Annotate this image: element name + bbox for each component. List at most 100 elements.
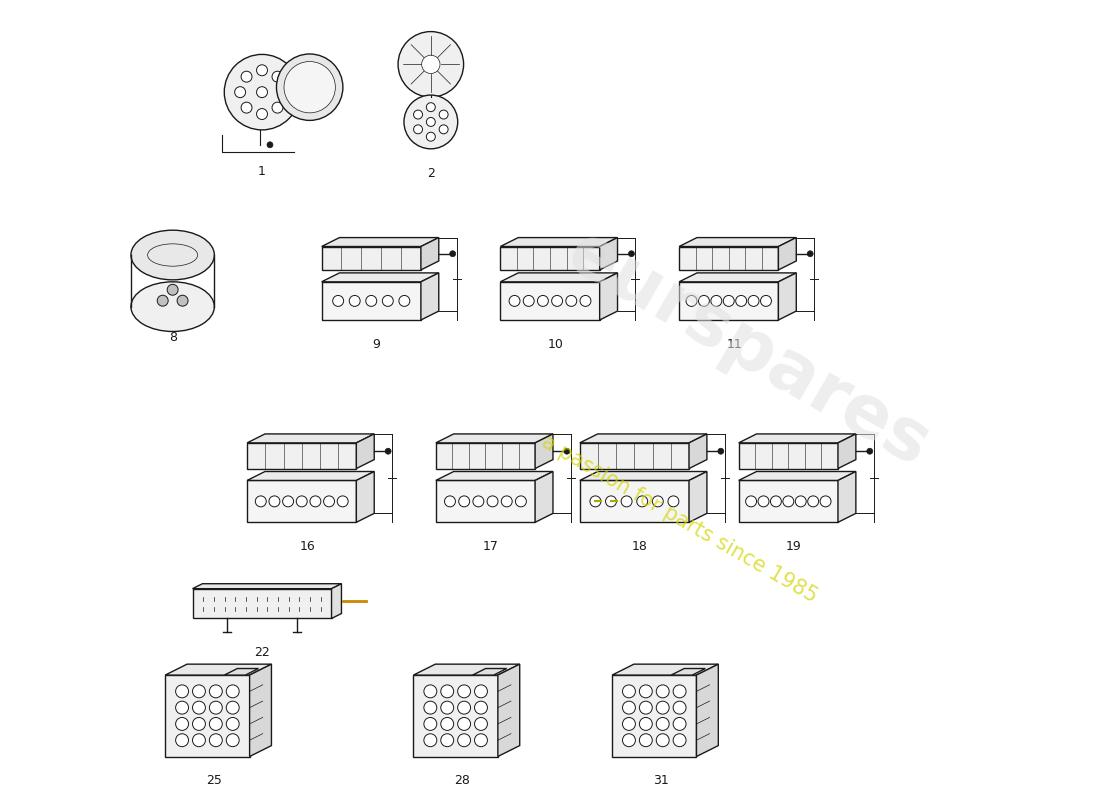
Circle shape: [176, 718, 188, 730]
Circle shape: [176, 685, 188, 698]
Polygon shape: [321, 282, 421, 320]
Circle shape: [748, 295, 759, 306]
Ellipse shape: [131, 230, 214, 280]
Circle shape: [256, 86, 267, 98]
Circle shape: [234, 86, 245, 98]
Polygon shape: [612, 675, 696, 757]
Circle shape: [673, 685, 686, 698]
Polygon shape: [679, 246, 779, 270]
Circle shape: [404, 95, 458, 149]
Polygon shape: [165, 664, 272, 675]
Circle shape: [366, 295, 376, 306]
Polygon shape: [498, 664, 519, 757]
Circle shape: [474, 685, 487, 698]
Circle shape: [272, 71, 283, 82]
Circle shape: [623, 718, 636, 730]
Circle shape: [524, 295, 535, 306]
Circle shape: [441, 734, 453, 746]
Polygon shape: [356, 434, 374, 469]
Circle shape: [580, 295, 591, 306]
Polygon shape: [192, 589, 331, 618]
Polygon shape: [421, 238, 439, 270]
Circle shape: [458, 685, 471, 698]
Circle shape: [458, 701, 471, 714]
Circle shape: [821, 496, 830, 507]
Polygon shape: [224, 669, 258, 675]
Circle shape: [424, 685, 437, 698]
Circle shape: [444, 496, 455, 507]
Polygon shape: [689, 471, 707, 522]
Circle shape: [332, 295, 343, 306]
Circle shape: [283, 496, 294, 507]
Circle shape: [673, 734, 686, 746]
Text: 22: 22: [254, 646, 270, 659]
Polygon shape: [321, 246, 421, 270]
Circle shape: [209, 701, 222, 714]
Polygon shape: [671, 669, 705, 675]
Circle shape: [421, 55, 440, 74]
Circle shape: [474, 701, 487, 714]
Polygon shape: [248, 443, 356, 469]
Circle shape: [668, 496, 679, 507]
Circle shape: [657, 685, 669, 698]
Polygon shape: [321, 273, 439, 282]
Polygon shape: [331, 584, 341, 618]
Circle shape: [227, 718, 239, 730]
Text: 18: 18: [631, 540, 648, 553]
Polygon shape: [436, 481, 535, 522]
Circle shape: [538, 295, 549, 306]
Circle shape: [427, 102, 436, 112]
Polygon shape: [779, 238, 796, 270]
Circle shape: [459, 496, 470, 507]
Circle shape: [502, 496, 513, 507]
Circle shape: [628, 250, 635, 257]
Text: 9: 9: [373, 338, 381, 351]
Circle shape: [224, 54, 299, 130]
Circle shape: [256, 109, 267, 119]
Circle shape: [241, 102, 252, 113]
Circle shape: [657, 701, 669, 714]
Circle shape: [473, 496, 484, 507]
Circle shape: [176, 734, 188, 746]
Circle shape: [450, 250, 455, 257]
Text: 19: 19: [785, 540, 802, 553]
Circle shape: [427, 132, 436, 141]
Circle shape: [770, 496, 781, 507]
Polygon shape: [500, 282, 600, 320]
Circle shape: [296, 496, 307, 507]
Polygon shape: [436, 434, 553, 443]
Circle shape: [652, 496, 663, 507]
Polygon shape: [838, 434, 856, 469]
Circle shape: [867, 448, 872, 454]
Polygon shape: [414, 675, 498, 757]
Circle shape: [310, 496, 321, 507]
Polygon shape: [436, 471, 553, 481]
Circle shape: [760, 295, 771, 306]
Circle shape: [724, 295, 734, 306]
Polygon shape: [580, 434, 707, 443]
Circle shape: [623, 685, 636, 698]
Circle shape: [551, 295, 562, 306]
Text: 11: 11: [726, 338, 742, 351]
Polygon shape: [248, 471, 374, 481]
Text: 8: 8: [168, 331, 177, 345]
Polygon shape: [679, 273, 796, 282]
Circle shape: [209, 734, 222, 746]
Polygon shape: [248, 434, 374, 443]
Text: 31: 31: [653, 774, 669, 787]
Polygon shape: [600, 273, 617, 320]
Polygon shape: [779, 273, 796, 320]
Circle shape: [241, 71, 252, 82]
Polygon shape: [739, 434, 856, 443]
Polygon shape: [739, 471, 856, 481]
Circle shape: [424, 701, 437, 714]
Circle shape: [439, 110, 448, 119]
Circle shape: [385, 448, 392, 454]
Circle shape: [711, 295, 722, 306]
Polygon shape: [500, 238, 617, 246]
Polygon shape: [679, 282, 779, 320]
Circle shape: [284, 62, 336, 113]
Circle shape: [278, 86, 289, 98]
Circle shape: [441, 685, 453, 698]
Circle shape: [657, 734, 669, 746]
